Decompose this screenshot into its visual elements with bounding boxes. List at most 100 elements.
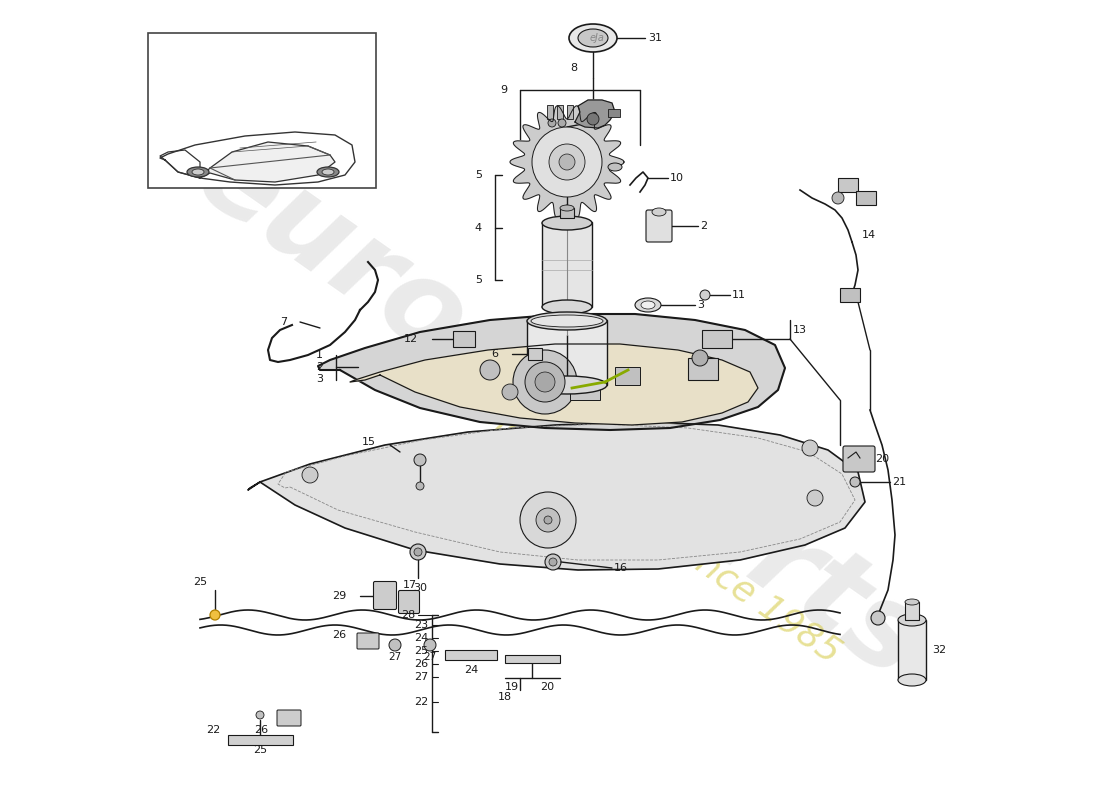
Circle shape	[513, 350, 578, 414]
Text: 32: 32	[932, 645, 946, 655]
Text: 24: 24	[464, 665, 478, 675]
Circle shape	[536, 508, 560, 532]
FancyBboxPatch shape	[358, 633, 379, 649]
Text: 3: 3	[316, 374, 323, 384]
Text: 20: 20	[874, 454, 889, 464]
Text: 21: 21	[892, 477, 906, 487]
Text: 11: 11	[732, 290, 746, 300]
Circle shape	[302, 467, 318, 483]
Bar	[905, 602, 918, 620]
Bar	[566, 105, 573, 119]
Text: 6: 6	[491, 349, 498, 359]
Circle shape	[532, 127, 602, 197]
Bar	[688, 358, 718, 380]
Bar	[898, 620, 926, 680]
Bar	[505, 655, 560, 663]
Bar	[228, 735, 293, 745]
Ellipse shape	[542, 216, 592, 230]
Ellipse shape	[527, 376, 607, 394]
Bar	[453, 331, 475, 347]
Ellipse shape	[542, 300, 592, 314]
Circle shape	[525, 362, 565, 402]
Polygon shape	[318, 314, 785, 430]
Text: 22: 22	[414, 697, 428, 707]
Text: 5: 5	[475, 170, 482, 180]
Text: 14: 14	[862, 230, 876, 240]
Ellipse shape	[578, 29, 608, 47]
Text: 4: 4	[475, 223, 482, 233]
Text: 8: 8	[570, 63, 578, 73]
Circle shape	[558, 119, 566, 127]
Bar	[560, 208, 574, 218]
Bar	[615, 367, 640, 385]
FancyBboxPatch shape	[398, 590, 419, 614]
Bar	[527, 320, 607, 385]
Text: 17: 17	[403, 580, 417, 590]
Circle shape	[416, 482, 424, 490]
Text: 15: 15	[362, 437, 376, 447]
Polygon shape	[510, 106, 624, 218]
Circle shape	[832, 192, 844, 204]
Ellipse shape	[560, 205, 574, 211]
Bar	[570, 380, 600, 400]
Text: 24: 24	[414, 633, 428, 643]
Bar	[557, 105, 563, 119]
Polygon shape	[350, 344, 758, 425]
Text: eurocarparts: eurocarparts	[175, 116, 945, 704]
Text: 10: 10	[670, 173, 684, 183]
Ellipse shape	[641, 301, 654, 309]
Polygon shape	[200, 142, 336, 182]
Ellipse shape	[608, 163, 622, 171]
Polygon shape	[248, 422, 865, 570]
Circle shape	[692, 350, 708, 366]
Text: 19: 19	[505, 682, 519, 692]
Ellipse shape	[652, 208, 666, 216]
Ellipse shape	[192, 169, 204, 175]
Bar	[840, 288, 860, 302]
Ellipse shape	[569, 24, 617, 52]
Text: 23: 23	[414, 620, 428, 630]
Circle shape	[871, 611, 886, 625]
Ellipse shape	[898, 614, 926, 626]
Circle shape	[410, 544, 426, 560]
Text: 27: 27	[388, 652, 401, 662]
Ellipse shape	[905, 599, 918, 605]
Ellipse shape	[898, 674, 926, 686]
Text: 9: 9	[499, 85, 507, 95]
Polygon shape	[575, 100, 615, 128]
Circle shape	[544, 516, 552, 524]
Text: a passion for cars since 1985: a passion for cars since 1985	[394, 339, 846, 670]
FancyBboxPatch shape	[646, 210, 672, 242]
Text: 5: 5	[475, 275, 482, 285]
Text: 26: 26	[414, 659, 428, 669]
Circle shape	[544, 554, 561, 570]
Circle shape	[414, 454, 426, 466]
Bar	[838, 178, 858, 192]
Circle shape	[210, 610, 220, 620]
Circle shape	[807, 490, 823, 506]
Text: 30: 30	[412, 583, 427, 593]
Bar	[547, 105, 553, 119]
Text: 26: 26	[254, 725, 268, 735]
FancyBboxPatch shape	[277, 710, 301, 726]
Text: 1: 1	[316, 350, 323, 360]
Circle shape	[850, 477, 860, 487]
Bar	[608, 109, 620, 117]
Ellipse shape	[317, 167, 339, 177]
Circle shape	[502, 384, 518, 400]
Bar	[856, 191, 876, 205]
Text: 2: 2	[700, 221, 707, 231]
Text: 25: 25	[414, 646, 428, 656]
Circle shape	[480, 360, 501, 380]
Ellipse shape	[187, 167, 209, 177]
Text: 3: 3	[697, 300, 704, 310]
Ellipse shape	[322, 169, 334, 175]
FancyBboxPatch shape	[374, 582, 396, 610]
Text: 27: 27	[424, 652, 437, 662]
Circle shape	[414, 548, 422, 556]
Ellipse shape	[635, 298, 661, 312]
Text: 28: 28	[400, 610, 415, 620]
Circle shape	[535, 372, 556, 392]
Text: 18: 18	[498, 692, 513, 702]
Circle shape	[548, 119, 556, 127]
